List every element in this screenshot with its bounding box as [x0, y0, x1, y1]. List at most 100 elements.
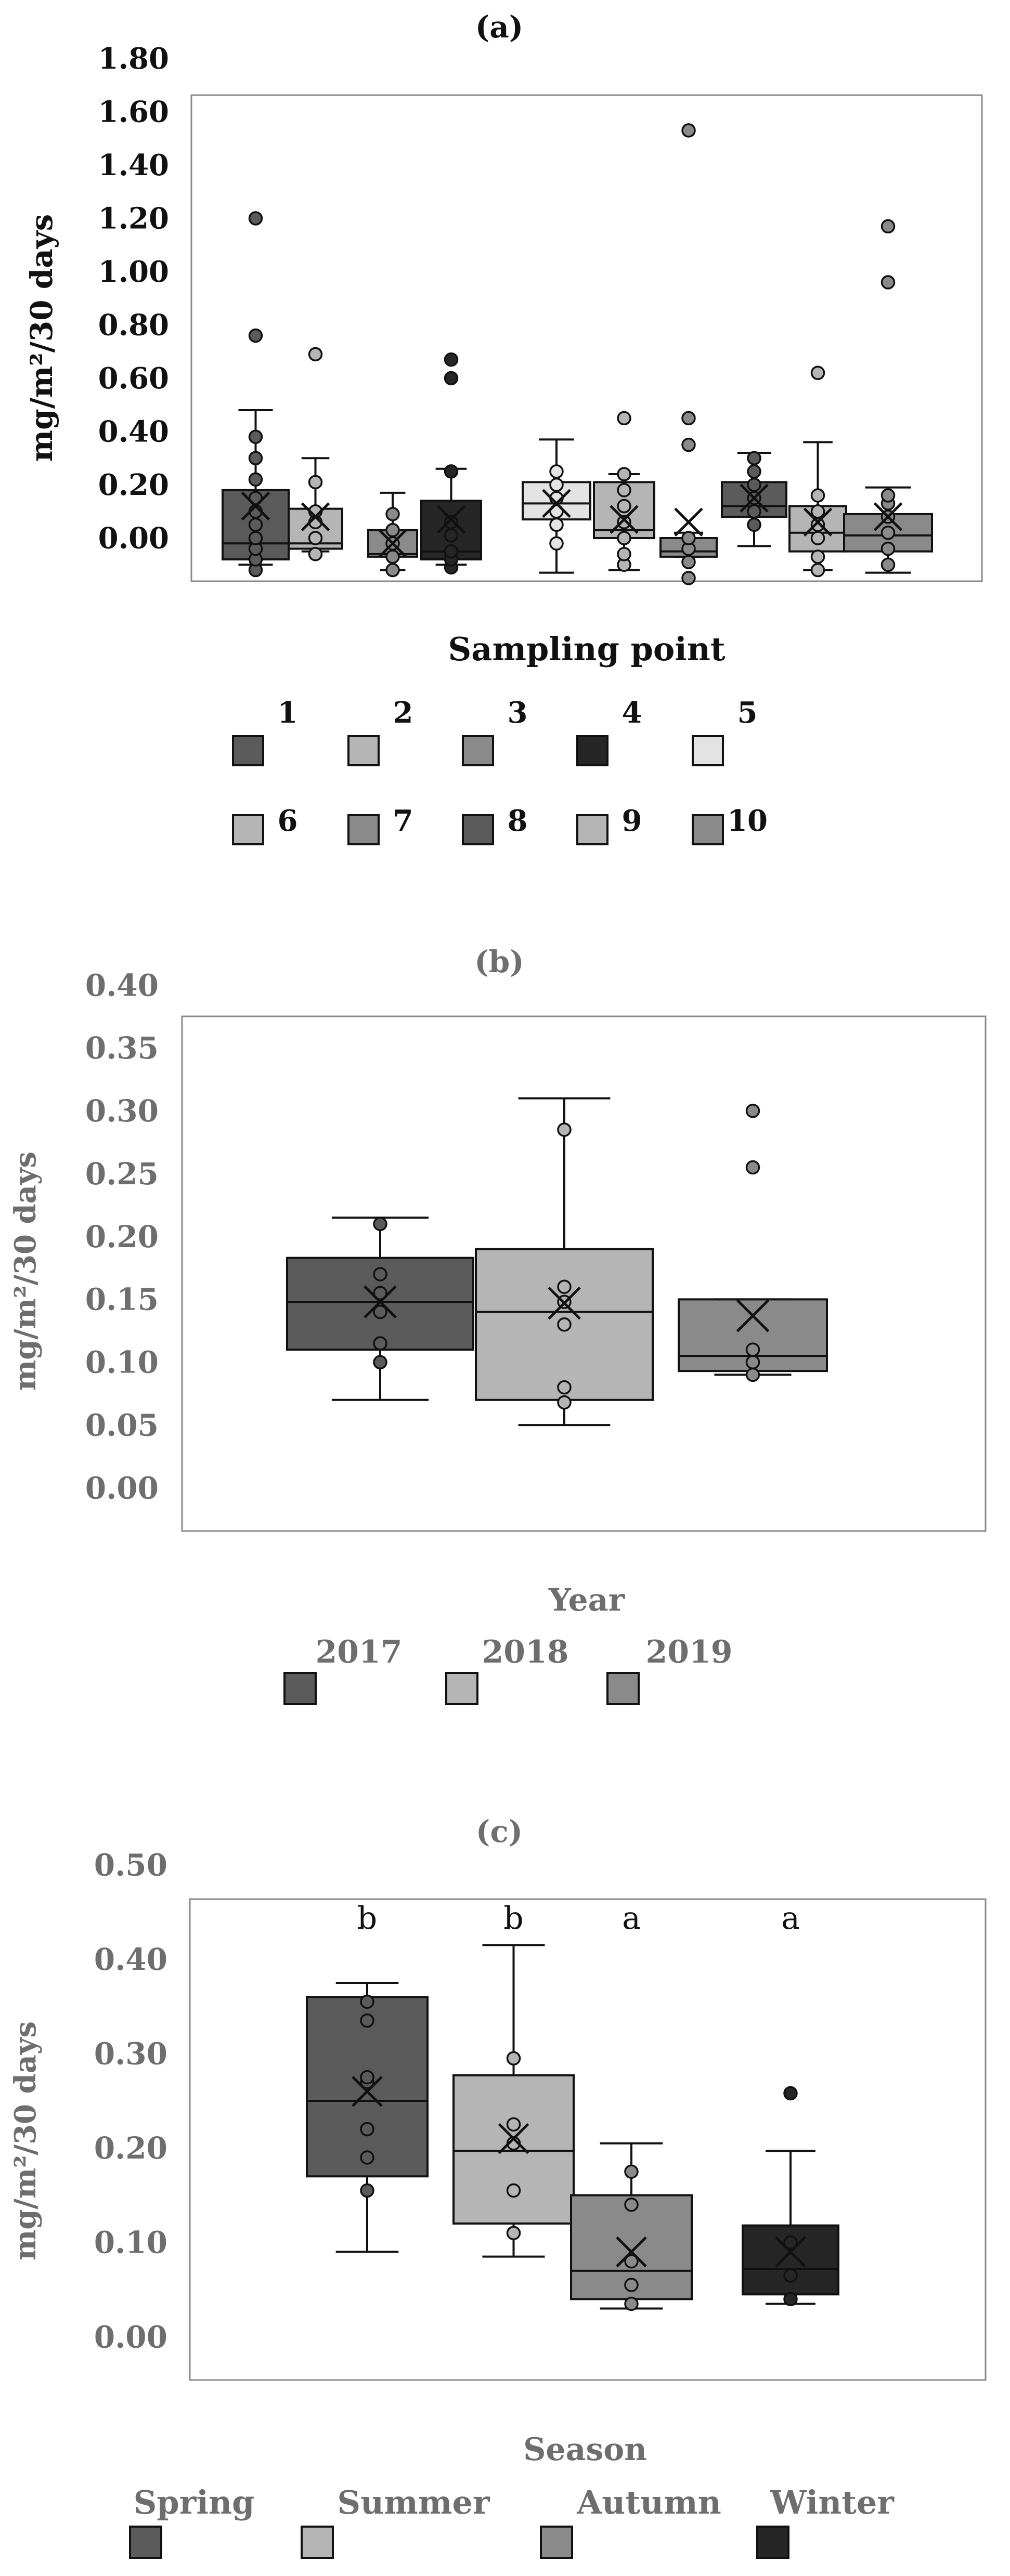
legend-label: 6 — [278, 804, 298, 838]
data-point — [444, 528, 459, 543]
data-point — [880, 488, 896, 503]
y-tick-label: 1.00 — [98, 255, 169, 289]
data-point — [624, 2254, 639, 2269]
data-point — [747, 451, 761, 465]
data-point — [373, 1336, 387, 1351]
y-tick-label: 1.80 — [98, 42, 169, 76]
data-point — [360, 2070, 374, 2085]
outlier-point — [810, 365, 825, 380]
legend-swatch — [301, 2526, 334, 2559]
legend-entry-1: 1 — [232, 696, 297, 766]
significance-letter: a — [781, 1900, 800, 1937]
mean-marker — [873, 502, 903, 531]
data-point — [360, 2013, 374, 2028]
box-9 — [788, 365, 847, 578]
box-1 — [222, 211, 290, 578]
data-point — [506, 2051, 521, 2066]
box-5 — [522, 438, 591, 574]
legend-swatch — [462, 735, 494, 766]
outlier-point — [681, 123, 696, 138]
y-tick-label: 0.35 — [85, 1030, 159, 1066]
mean-marker — [301, 502, 330, 531]
y-tick-label: 0.05 — [85, 1407, 159, 1443]
legend-swatch — [576, 735, 608, 766]
data-point — [385, 563, 400, 578]
legend-label: Winter — [770, 2483, 895, 2521]
mean-marker — [803, 507, 833, 537]
legend-swatch — [129, 2526, 162, 2559]
mean-marker — [740, 483, 769, 513]
data-point — [506, 2226, 521, 2240]
legend-entry-2019: 2019 — [606, 1634, 733, 1705]
legend-label: 7 — [393, 804, 413, 838]
outlier-point — [617, 411, 631, 426]
legend-entry-4: 4 — [576, 696, 642, 766]
data-point — [444, 544, 459, 559]
mean-marker — [775, 2236, 806, 2268]
chart-panel-2: (c) 0.50 0.40 0.30 0.20 0.10 0.00 mg/m²/30 days… — [8, 1814, 987, 2559]
mean-marker — [542, 489, 571, 518]
legend-label: 2018 — [482, 1634, 569, 1670]
box-10 — [843, 219, 933, 574]
data-point — [557, 1279, 572, 1294]
data-point — [549, 517, 564, 532]
data-point — [385, 507, 400, 521]
y-tick-label: 0.10 — [94, 2225, 167, 2260]
data-point — [385, 550, 400, 564]
data-point — [810, 563, 825, 578]
data-point — [617, 515, 631, 529]
legend-swatch — [756, 2526, 789, 2559]
data-point — [617, 547, 631, 561]
legend-entry-5: 5 — [692, 696, 757, 766]
y-axis-label: mg/m²/30 days — [8, 1152, 43, 1391]
y-tick-label: 0.00 — [94, 2319, 167, 2355]
legend-swatch — [692, 735, 724, 766]
box-2 — [288, 347, 343, 561]
legend-label: Autumn — [576, 2483, 721, 2521]
data-point — [373, 1355, 387, 1369]
y-tick-label: 0.50 — [94, 1847, 167, 1882]
data-point — [360, 2122, 374, 2137]
box-7 — [659, 123, 718, 585]
legend-label: 2017 — [316, 1634, 403, 1670]
data-point — [747, 504, 761, 519]
y-tick-label: 0.20 — [94, 2130, 167, 2166]
panel-label: (a) — [475, 9, 523, 45]
data-point — [557, 1122, 572, 1137]
legend-entry-Autumn: Autumn — [540, 2483, 721, 2559]
legend-label: 8 — [508, 804, 528, 838]
data-point — [880, 526, 896, 540]
legend-swatch — [232, 735, 264, 766]
mean-marker — [616, 2236, 647, 2268]
box-Spring: b — [306, 1900, 429, 2253]
legend-entry-2017: 2017 — [283, 1634, 403, 1705]
box-2017 — [286, 1217, 474, 1401]
outlier-point — [783, 2086, 798, 2101]
mean-marker — [498, 2123, 529, 2154]
data-point — [810, 550, 825, 564]
data-point — [385, 522, 400, 538]
plot-frame — [189, 1898, 987, 2381]
data-point — [745, 1355, 760, 1369]
data-point — [444, 464, 459, 479]
legend-label: Summer — [337, 2483, 490, 2521]
box-2018 — [475, 1097, 654, 1427]
legend-swatch — [576, 814, 608, 845]
data-point — [549, 464, 564, 479]
box-Summer: b — [452, 1900, 575, 2258]
y-tick-label: 0.20 — [85, 1219, 159, 1254]
data-point — [617, 467, 631, 481]
data-point — [373, 1304, 387, 1319]
significance-letter: b — [503, 1900, 523, 1937]
y-tick-label: 0.40 — [94, 1942, 167, 1977]
data-point — [617, 483, 631, 498]
legend-swatch — [540, 2526, 573, 2559]
y-tick-label: 0.80 — [98, 308, 169, 343]
data-point — [880, 541, 896, 556]
data-point — [360, 1994, 374, 2009]
y-axis-label: mg/m²/30 days — [8, 2021, 43, 2260]
legend-entry-2: 2 — [347, 696, 413, 766]
outlier-point — [681, 437, 696, 452]
data-point — [681, 531, 696, 545]
data-point — [373, 1217, 387, 1232]
